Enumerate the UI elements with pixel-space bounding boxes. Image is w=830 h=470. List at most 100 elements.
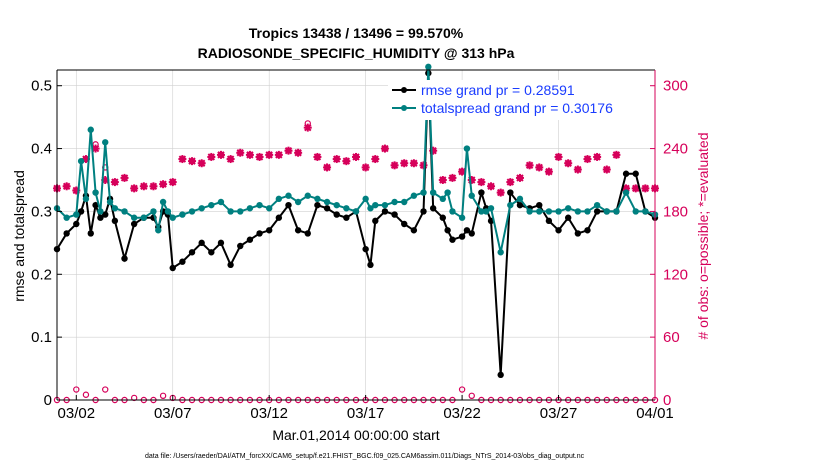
rmse-point — [516, 201, 524, 209]
obs-evaluated-point-stroke — [506, 178, 515, 186]
rmse-point — [121, 255, 128, 262]
obs-evaluated-point — [593, 152, 602, 161]
y-tick-label-right: 0 — [663, 392, 671, 409]
obs-evaluated-point-stroke — [390, 161, 399, 170]
obs-evaluated-point — [130, 184, 139, 193]
rmse-point — [381, 208, 389, 215]
obs-evaluated-point — [255, 152, 264, 161]
obs-evaluated-point-stroke — [265, 151, 273, 159]
totalspread-point — [265, 205, 273, 212]
rmse-point — [593, 208, 601, 215]
rmse-point — [314, 201, 321, 209]
obs-evaluated-point — [564, 159, 573, 168]
obs-evaluated-point-stroke — [207, 153, 216, 161]
rmse-point — [92, 201, 99, 209]
rmse-point — [294, 227, 302, 234]
obs-evaluated-point-stroke — [159, 180, 167, 188]
totalspread-point — [87, 126, 94, 133]
obs-evaluated-point — [612, 150, 621, 159]
rmse-point — [130, 220, 138, 228]
obs-evaluated-point — [168, 178, 177, 187]
totalspread-point — [372, 201, 379, 209]
totalspread-point — [584, 208, 591, 215]
rmse-point — [391, 211, 398, 218]
legend-rmse-marker — [401, 87, 407, 93]
rmse-point — [102, 211, 109, 218]
footer-data-file: data file: /Users/raeder/DAI/ATM_forcXX/… — [145, 453, 585, 460]
rmse-point — [227, 261, 234, 269]
totalspread-point — [208, 201, 215, 209]
obs-evaluated-point — [159, 180, 168, 189]
obs-evaluated-point — [409, 159, 418, 168]
obs-evaluated-point — [352, 152, 360, 161]
x-tick-label: 03/07 — [154, 405, 192, 422]
totalspread-point — [169, 214, 176, 221]
rmse-point — [497, 371, 504, 379]
totalspread-point — [140, 214, 148, 221]
obs-evaluated-point-stroke — [496, 188, 505, 197]
totalspread-point — [352, 208, 360, 215]
rmse-point — [179, 258, 186, 265]
obs-evaluated-point-stroke — [255, 153, 264, 161]
obs-evaluated-point — [342, 157, 351, 166]
obs-evaluated-point-stroke — [284, 146, 293, 155]
axes: 03/02 03/07 03/12 03/17 03/22 03/27 04/0100.10… — [31, 69, 688, 422]
totalspread-point — [425, 63, 432, 71]
obs-evaluated-point — [487, 182, 496, 191]
rmse-point — [265, 227, 273, 234]
totalspread-point — [198, 205, 205, 212]
obs-evaluated-point-stroke — [487, 182, 495, 190]
obs-evaluated-point-stroke — [554, 153, 563, 161]
totalspread-point — [285, 192, 292, 199]
totalspread-point — [73, 211, 80, 218]
totalspread-point — [564, 205, 572, 212]
obs-evaluated-point — [139, 182, 148, 191]
rmse-point — [444, 227, 451, 234]
rmse-point — [246, 236, 254, 243]
rmse-point — [420, 208, 427, 215]
rmse-point — [188, 249, 196, 256]
obs-evaluated-point — [602, 165, 611, 174]
y-axis-label-right: # of obs: o=possible; *=evaluated — [695, 132, 711, 339]
obs-evaluated-point — [573, 165, 582, 174]
obs-evaluated-point-stroke — [217, 151, 225, 159]
rmse-point — [468, 230, 475, 237]
obs-evaluated-point — [496, 188, 505, 197]
x-tick-label: 03/27 — [540, 405, 578, 422]
totalspread-point — [632, 208, 639, 215]
obs-evaluated-point — [506, 178, 515, 187]
rmse-point — [217, 239, 225, 247]
obs-evaluated-point-stroke — [149, 182, 158, 190]
legend-box — [388, 80, 650, 120]
obs-evaluated-point-stroke — [352, 153, 360, 161]
totalspread-point — [82, 195, 90, 203]
obs-evaluated-point-stroke — [477, 178, 486, 186]
totalspread-point — [77, 157, 85, 165]
totalspread-point — [102, 139, 109, 146]
y-tick-label-left: 0.3 — [31, 203, 52, 220]
totalspread-point — [483, 208, 490, 215]
totalspread-point — [227, 208, 234, 215]
totalspread-point — [217, 198, 225, 206]
y-tick-label-left: 0.1 — [31, 329, 52, 346]
obs-evaluated-point — [294, 148, 303, 157]
obs-evaluated-point-stroke — [62, 182, 71, 190]
totalspread-point — [188, 208, 196, 215]
rmse-point — [343, 214, 350, 221]
obs-evaluated-point — [110, 178, 119, 187]
totalspread-point — [362, 195, 369, 203]
rmse-point — [449, 236, 456, 243]
obs-evaluated-point — [380, 144, 389, 153]
plot-background — [57, 70, 655, 400]
obs-evaluated-point — [332, 155, 341, 164]
obs-evaluated-point — [197, 159, 206, 168]
totalspread-point — [97, 208, 104, 215]
obs-evaluated-point-stroke — [313, 153, 322, 161]
totalspread-point — [444, 189, 451, 196]
obs-evaluated-point — [583, 155, 592, 164]
obs-evaluated-point — [62, 182, 71, 191]
obs-evaluated-point-stroke — [439, 176, 447, 184]
y-tick-label-left: 0 — [44, 392, 52, 409]
obs-possible-point — [82, 391, 90, 398]
x-tick-label: 03/12 — [250, 405, 288, 422]
